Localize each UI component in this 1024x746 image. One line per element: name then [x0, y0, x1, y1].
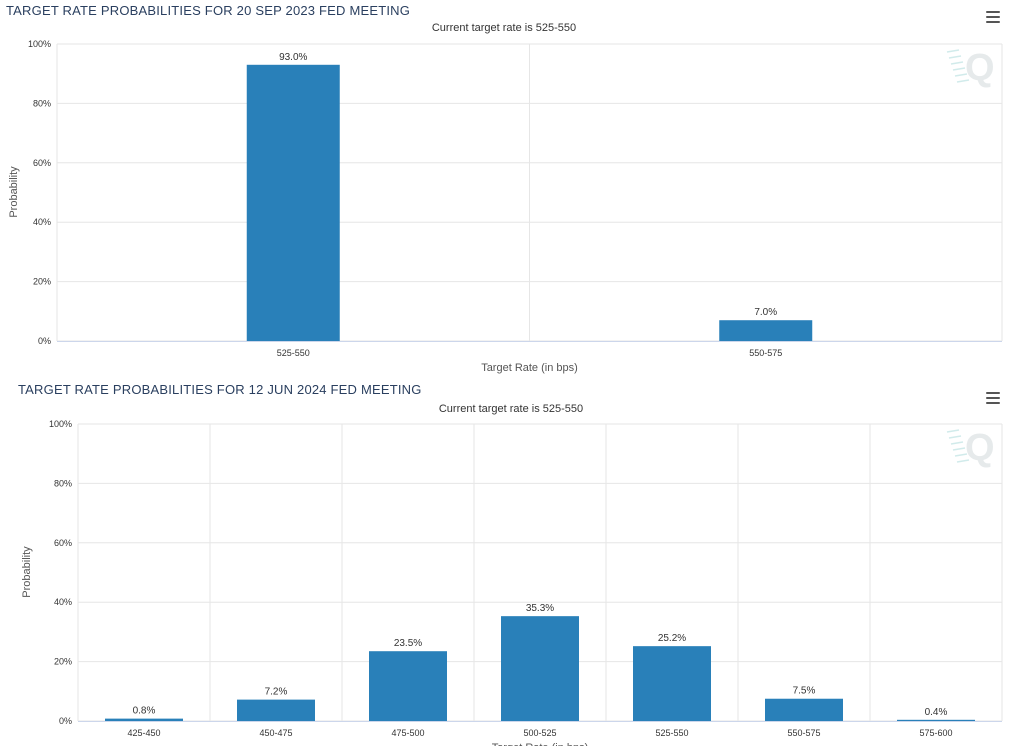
bar-data-label: 25.2%	[658, 633, 686, 644]
bar-data-label: 93.0%	[279, 52, 307, 63]
x-tick-label: 550-575	[787, 728, 820, 738]
x-tick-label: 475-500	[391, 728, 424, 738]
x-tick-label: 425-450	[127, 728, 160, 738]
x-tick-label: 525-550	[655, 728, 688, 738]
bar-450-475[interactable]	[237, 699, 315, 721]
x-tick-label: 525-550	[277, 348, 310, 358]
x-tick-label: 575-600	[919, 728, 952, 738]
q-logo-watermark: Q	[946, 427, 995, 469]
bar-data-label: 7.5%	[793, 686, 816, 697]
bar-data-label: 35.3%	[526, 603, 554, 614]
bar-575-600[interactable]	[897, 719, 975, 721]
chart-subtitle: Current target rate is 525-550	[438, 403, 584, 415]
x-tick-label: 550-575	[749, 348, 782, 358]
y-tick-label: 40%	[54, 597, 72, 607]
bar-data-label: 0.4%	[925, 707, 948, 718]
y-tick-label: 20%	[54, 657, 72, 667]
bar-data-label: 23.5%	[394, 638, 422, 649]
bar-chart-sep-2023: 0% 20% 40% 60% 80% 100% Q 93.0% 525-550 7.0% 550-5…	[8, 39, 1003, 374]
y-tick-label: 20%	[33, 277, 51, 287]
chart-subtitle: Current target rate is 525-550	[431, 22, 577, 34]
bar-425-450[interactable]	[105, 718, 183, 721]
x-axis-title: Target Rate (in bps)	[492, 742, 589, 746]
bar-550-575[interactable]	[719, 320, 813, 341]
y-tick-label: 80%	[33, 98, 51, 108]
y-tick-label: 60%	[33, 158, 51, 168]
y-tick-label: 0%	[59, 716, 72, 726]
bar-chart-jun-2024: 0% 20% 40% 60% 80% 100% Q 0.8% 425-450 7.2% 450-47…	[21, 419, 1003, 746]
y-axis-title: Probability	[8, 166, 20, 218]
chart-title: TARGET RATE PROBABILITIES FOR 20 SEP 202…	[6, 3, 411, 18]
q-logo-watermark: Q	[946, 47, 995, 89]
chart-panel-jun-2024: TARGET RATE PROBABILITIES FOR 12 JUN 202…	[0, 380, 1024, 746]
x-tick-label: 500-525	[523, 728, 556, 738]
x-axis-title: Target Rate (in bps)	[481, 362, 578, 374]
y-tick-label: 100%	[28, 39, 51, 49]
x-tick-label: 450-475	[259, 728, 292, 738]
bar-475-500[interactable]	[369, 651, 447, 721]
svg-text:Q: Q	[965, 427, 995, 469]
svg-text:Q: Q	[965, 47, 995, 89]
y-tick-label: 60%	[54, 538, 72, 548]
chart-panel-sep-2023: TARGET RATE PROBABILITIES FOR 20 SEP 202…	[6, 3, 1003, 374]
bar-data-label: 7.0%	[754, 307, 777, 318]
bar-525-550[interactable]	[633, 646, 711, 721]
bar-525-550[interactable]	[246, 64, 340, 341]
y-tick-label: 100%	[49, 419, 72, 429]
bar-data-label: 7.2%	[265, 687, 288, 698]
chart-title: TARGET RATE PROBABILITIES FOR 12 JUN 202…	[18, 382, 422, 397]
bar-500-525[interactable]	[501, 616, 579, 721]
y-tick-label: 0%	[38, 336, 51, 346]
bar-550-575[interactable]	[765, 698, 843, 721]
y-axis-title: Probability	[21, 546, 33, 598]
y-tick-label: 80%	[54, 478, 72, 488]
hamburger-menu-icon[interactable]	[986, 392, 1000, 404]
y-tick-label: 40%	[33, 217, 51, 227]
bar-data-label: 0.8%	[133, 706, 156, 717]
hamburger-menu-icon[interactable]	[986, 11, 1000, 23]
